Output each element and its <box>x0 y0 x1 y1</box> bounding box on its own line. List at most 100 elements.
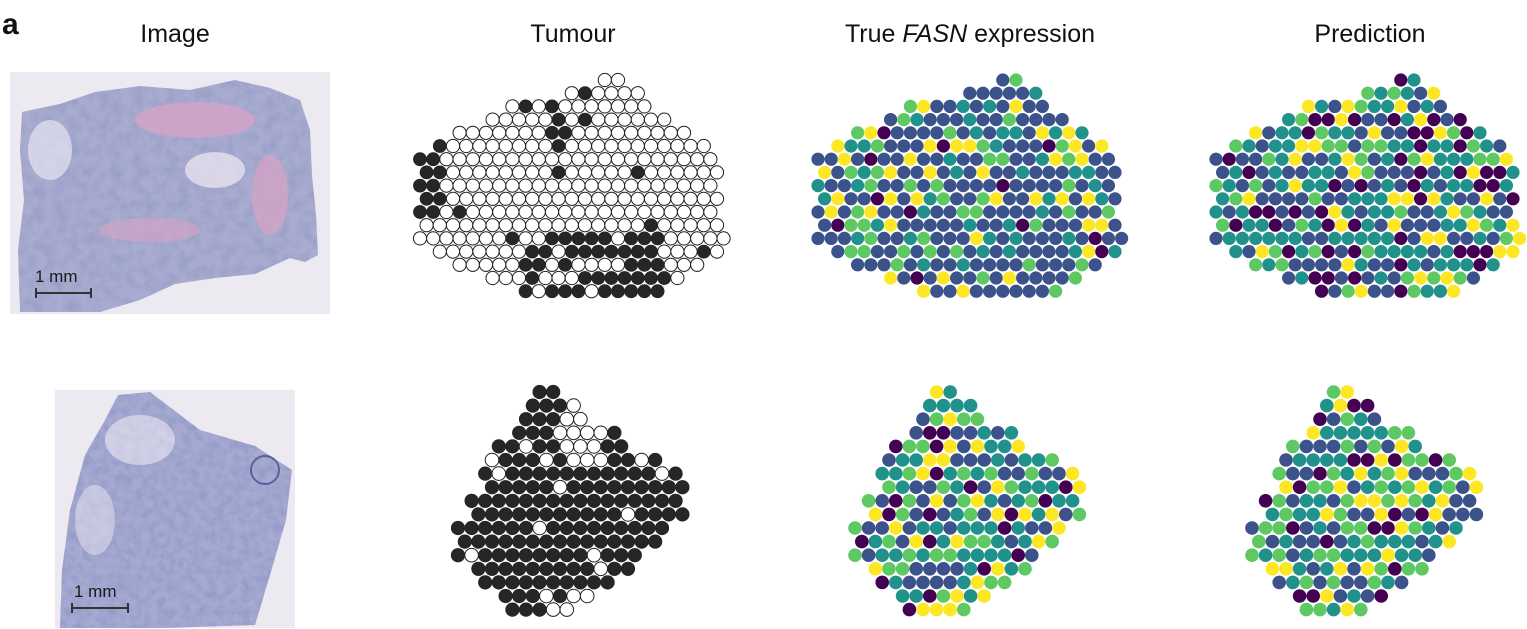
spot <box>465 178 480 193</box>
spot <box>676 125 692 140</box>
spot <box>1282 192 1296 206</box>
spot <box>1068 271 1082 285</box>
spot <box>1235 152 1249 166</box>
spot <box>1301 126 1315 140</box>
spot <box>956 152 970 166</box>
spot <box>1361 165 1375 179</box>
spot <box>897 271 911 285</box>
spot <box>1415 534 1429 549</box>
spot <box>902 548 917 562</box>
spot <box>1388 534 1402 549</box>
spot <box>552 507 568 522</box>
spot <box>1466 192 1480 206</box>
spot <box>1328 205 1342 219</box>
spot <box>1301 99 1315 113</box>
spot <box>1506 192 1520 206</box>
spot <box>1408 494 1422 508</box>
spot <box>624 231 639 246</box>
spot <box>1082 245 1096 259</box>
spot <box>936 480 951 495</box>
spot <box>936 589 951 603</box>
spot <box>950 589 964 603</box>
spot <box>654 493 670 508</box>
spot <box>591 218 606 233</box>
spot <box>1381 152 1395 166</box>
spot <box>857 192 871 206</box>
spot <box>472 165 487 180</box>
spot <box>637 257 652 272</box>
spot <box>1209 179 1223 193</box>
spot <box>916 466 930 481</box>
spot <box>977 480 991 495</box>
spot <box>1333 480 1348 495</box>
spot <box>1062 152 1076 166</box>
spot <box>923 507 937 522</box>
spot <box>1313 439 1327 454</box>
spot <box>426 231 441 246</box>
spot <box>1326 385 1341 399</box>
spot <box>505 575 520 590</box>
spot <box>963 426 978 440</box>
spot <box>977 453 991 467</box>
spot <box>1347 453 1361 467</box>
spot <box>676 204 692 220</box>
spot <box>577 138 593 154</box>
spot <box>1493 192 1507 206</box>
spot <box>864 258 878 272</box>
spot <box>539 561 554 576</box>
spot <box>1321 139 1335 153</box>
spot <box>683 244 698 259</box>
spot <box>1367 152 1381 166</box>
spot <box>1328 258 1342 272</box>
spot <box>630 191 645 206</box>
spot <box>525 112 540 127</box>
spot <box>877 231 891 245</box>
spot <box>1295 245 1309 259</box>
spot <box>1002 113 1017 127</box>
spot <box>478 152 494 167</box>
spot <box>1229 245 1243 259</box>
spot <box>1313 521 1327 535</box>
spot <box>837 231 852 245</box>
spot <box>1387 271 1401 285</box>
spot <box>641 493 656 508</box>
spot <box>1035 99 1049 113</box>
spot <box>1407 179 1421 193</box>
spot <box>1282 165 1296 179</box>
spot <box>1018 562 1032 576</box>
spot <box>663 125 678 140</box>
spot <box>991 453 1005 467</box>
spot <box>1333 426 1348 440</box>
spot <box>1420 99 1434 113</box>
spot <box>1268 245 1282 259</box>
spot <box>648 507 663 522</box>
spot <box>996 99 1010 113</box>
spot <box>950 245 964 259</box>
spot <box>1394 99 1408 113</box>
spot <box>923 398 937 413</box>
spot <box>909 480 923 495</box>
spot <box>930 205 944 219</box>
spot <box>1279 562 1293 576</box>
spot <box>956 258 970 272</box>
spot <box>525 561 540 576</box>
spot <box>1394 205 1408 219</box>
spot <box>531 125 546 140</box>
spot <box>538 191 553 206</box>
spot <box>465 257 480 272</box>
spot <box>1381 99 1395 113</box>
spot <box>1062 179 1076 193</box>
spot <box>969 231 984 245</box>
spot <box>1420 152 1434 166</box>
spot <box>1295 113 1309 127</box>
spot <box>1453 271 1467 285</box>
spot <box>1301 231 1315 245</box>
spot <box>558 152 573 167</box>
spot <box>831 245 845 259</box>
spot <box>1292 453 1307 467</box>
spot <box>950 113 964 127</box>
spot <box>545 602 561 617</box>
spot <box>996 258 1010 272</box>
spot <box>1306 589 1320 603</box>
spot <box>984 575 998 590</box>
